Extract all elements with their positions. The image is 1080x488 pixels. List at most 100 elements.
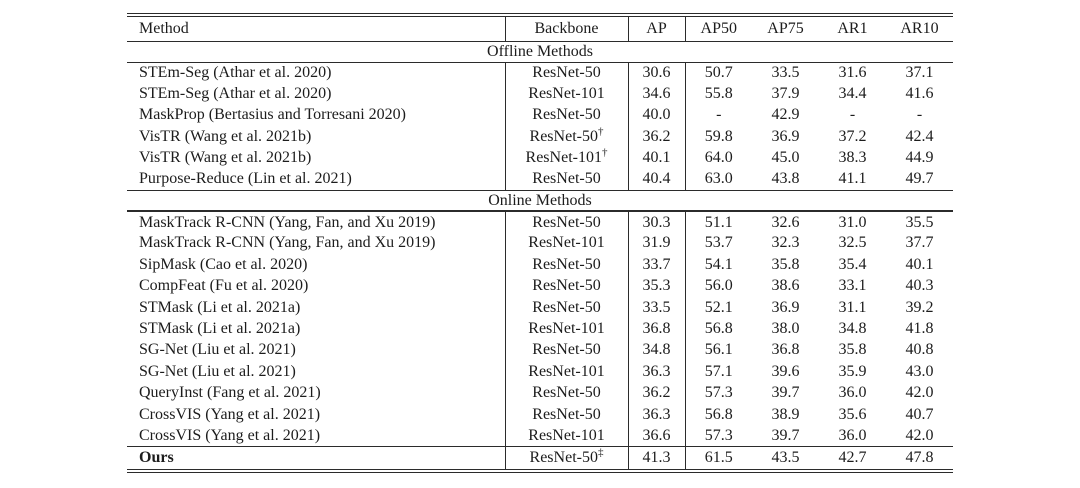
method-cell: MaskTrack R-CNN (Yang, Fan, and Xu 2019) (127, 232, 506, 255)
ap75-cell: 42.9 (771, 106, 800, 124)
bottom-double-rule (127, 468, 953, 473)
backbone-cell: ResNet-101 (505, 318, 629, 340)
ar1-cell: 35.4 (838, 255, 867, 273)
ar1-cell: 36.0 (838, 384, 867, 402)
ar10-cell: 43.0 (905, 362, 934, 380)
method-cell: SG-Net (Liu et al. 2021) (127, 339, 506, 362)
ap-cell: 36.2 (628, 382, 686, 404)
method-cell: CrossVIS (Yang et al. 2021) (127, 403, 506, 426)
ar1-cell: 34.8 (838, 319, 867, 337)
header-row: Method Backbone AP AP50 AP75 AR1 AR10 (127, 17, 953, 41)
table-row: Purpose-Reduce (Lin et al. 2021) ResNet-… (127, 168, 953, 191)
ap-cell: 36.6 (628, 425, 686, 447)
dagger-superscript: † (597, 126, 604, 138)
ap-cell: 35.3 (628, 275, 686, 297)
ap-cell: 40.1 (628, 147, 686, 169)
backbone-cell: ResNet-50 (505, 254, 629, 276)
ap50-cell: 50.7 (704, 63, 733, 81)
column-header-ap: AP (628, 17, 686, 41)
ap75-cell: 35.8 (771, 255, 800, 273)
ap-cell: 36.2 (628, 126, 686, 148)
table-row: VisTR (Wang et al. 2021b) ResNet-101† 40… (127, 147, 953, 169)
ar1-cell: - (849, 106, 856, 124)
ap50-cell: 56.1 (704, 341, 733, 359)
ap75-cell: 39.6 (771, 362, 800, 380)
ap50-cell: 61.5 (704, 448, 733, 466)
ar10-cell: 37.1 (905, 63, 934, 81)
ap-cell: 33.7 (628, 254, 686, 276)
ar1-cell: 33.1 (838, 277, 867, 295)
table-row: SG-Net (Liu et al. 2021) ResNet-101 36.3… (127, 361, 953, 383)
column-header-backbone: Backbone (505, 17, 629, 41)
ap-cell: 36.8 (628, 318, 686, 340)
column-header-method: Method (127, 17, 506, 41)
table-row: MaskTrack R-CNN (Yang, Fan, and Xu 2019)… (127, 232, 953, 255)
backbone-cell: ResNet-50† (505, 126, 629, 148)
method-cell: STMask (Li et al. 2021a) (127, 296, 506, 319)
section-label: Online Methods (127, 189, 953, 213)
ap75-cell: 38.9 (771, 405, 800, 423)
results-table: Method Backbone AP AP50 AP75 AR1 AR10 Of… (127, 17, 953, 469)
ap75-cell: 39.7 (771, 384, 800, 402)
ar10-cell: 42.0 (905, 426, 934, 444)
ar10-cell: 47.8 (905, 448, 934, 466)
table-row: VisTR (Wang et al. 2021b) ResNet-50† 36.… (127, 126, 953, 148)
method-cell: CrossVIS (Yang et al. 2021) (127, 425, 506, 447)
ap75-cell: 33.5 (771, 63, 800, 81)
ar1-cell: 31.0 (838, 213, 867, 231)
ar1-cell: 41.1 (838, 170, 867, 188)
ar1-cell: 31.1 (838, 298, 867, 316)
section-header-online: Online Methods (127, 189, 953, 213)
method-cell: STMask (Li et al. 2021a) (127, 318, 506, 340)
ar10-cell: 41.6 (905, 85, 934, 103)
column-header-ap75: AP75 (767, 19, 804, 37)
section-header-offline: Offline Methods (127, 40, 953, 63)
backbone-cell: ResNet-50‡ (505, 446, 629, 469)
ap75-cell: 36.9 (771, 127, 800, 145)
ap50-cell: 56.8 (704, 405, 733, 423)
double-dagger-superscript: ‡ (597, 446, 604, 459)
ap-cell: 31.9 (628, 232, 686, 255)
ar10-cell: - (916, 106, 923, 124)
ar1-cell: 37.2 (838, 127, 867, 145)
table-row: QueryInst (Fang et al. 2021) ResNet-50 3… (127, 382, 953, 404)
ap-cell: 30.6 (628, 62, 686, 84)
ap75-cell: 36.8 (771, 341, 800, 359)
backbone-cell: ResNet-50 (505, 168, 629, 191)
ap-cell: 36.3 (628, 361, 686, 383)
backbone-cell: ResNet-50 (505, 339, 629, 362)
ap75-cell: 32.6 (771, 213, 800, 231)
backbone-cell: ResNet-101 (505, 425, 629, 447)
column-header-ar1: AR1 (837, 19, 868, 37)
table-row: STEm-Seg (Athar et al. 2020) ResNet-101 … (127, 83, 953, 105)
ar1-cell: 35.9 (838, 362, 867, 380)
ap75-cell: 37.9 (771, 85, 800, 103)
ap50-cell: 54.1 (704, 255, 733, 273)
ap-cell: 30.3 (628, 211, 686, 233)
ar10-cell: 39.2 (905, 298, 934, 316)
ap75-cell: 32.3 (771, 234, 800, 252)
column-header-ar10: AR10 (900, 19, 939, 37)
ap50-cell: - (716, 106, 722, 124)
ar10-cell: 41.8 (905, 319, 934, 337)
ar10-cell: 40.3 (905, 277, 934, 295)
ar10-cell: 40.8 (905, 341, 934, 359)
table-row: SipMask (Cao et al. 2020) ResNet-50 33.7… (127, 254, 953, 276)
ar10-cell: 37.7 (905, 234, 934, 252)
ap50-cell: 64.0 (704, 149, 733, 167)
method-cell: Purpose-Reduce (Lin et al. 2021) (127, 168, 506, 191)
results-table-wrap: Method Backbone AP AP50 AP75 AR1 AR10 Of… (127, 13, 953, 473)
top-double-rule (127, 13, 953, 17)
ar10-cell: 49.7 (905, 170, 934, 188)
ar1-cell: 38.3 (838, 149, 867, 167)
ar10-cell: 44.9 (905, 149, 934, 167)
ap75-cell: 36.9 (771, 298, 800, 316)
table-row: CompFeat (Fu et al. 2020) ResNet-50 35.3… (127, 275, 953, 297)
backbone-cell: ResNet-50 (505, 62, 629, 84)
ap-cell: 36.3 (628, 403, 686, 426)
backbone-cell: ResNet-101 (505, 232, 629, 255)
ap50-cell: 57.3 (704, 426, 733, 444)
ap75-cell: 43.5 (771, 448, 800, 466)
ap-cell: 34.6 (628, 83, 686, 105)
